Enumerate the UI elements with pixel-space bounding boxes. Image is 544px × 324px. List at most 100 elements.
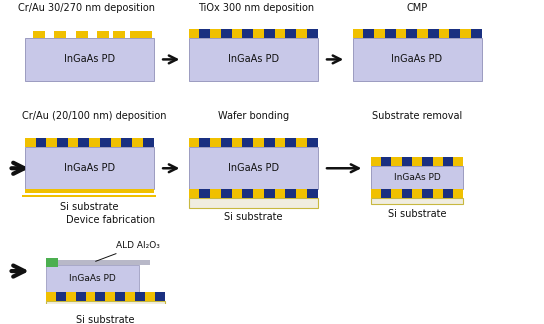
Bar bbox=[275, 138, 286, 147]
Bar bbox=[210, 29, 221, 38]
Bar bbox=[97, 31, 109, 38]
Bar bbox=[221, 138, 232, 147]
Bar bbox=[76, 292, 85, 301]
Bar bbox=[46, 258, 58, 267]
Bar bbox=[46, 265, 139, 292]
Bar bbox=[189, 199, 318, 208]
Bar bbox=[253, 29, 264, 38]
Bar bbox=[155, 292, 165, 301]
Bar bbox=[353, 29, 363, 38]
Text: Si substrate: Si substrate bbox=[388, 209, 446, 219]
Bar bbox=[471, 29, 481, 38]
Bar bbox=[432, 190, 443, 199]
Bar bbox=[54, 31, 66, 38]
Text: Si substrate: Si substrate bbox=[76, 315, 134, 324]
Bar bbox=[46, 260, 151, 265]
Bar bbox=[363, 29, 374, 38]
Bar bbox=[200, 190, 210, 199]
Bar bbox=[114, 31, 125, 38]
Bar bbox=[381, 190, 391, 199]
Text: InGaAs PD: InGaAs PD bbox=[392, 54, 443, 64]
Bar bbox=[106, 292, 115, 301]
Bar bbox=[115, 292, 125, 301]
Text: ALD Al₂O₃: ALD Al₂O₃ bbox=[96, 241, 160, 261]
Bar bbox=[25, 147, 154, 190]
Bar bbox=[89, 138, 100, 147]
Bar bbox=[132, 138, 143, 147]
Bar bbox=[412, 190, 422, 199]
Text: Si substrate: Si substrate bbox=[60, 202, 119, 212]
Bar bbox=[76, 31, 88, 38]
Bar bbox=[189, 147, 318, 190]
Bar bbox=[22, 195, 157, 197]
Bar bbox=[264, 190, 275, 199]
Bar bbox=[85, 292, 96, 301]
Bar bbox=[232, 29, 243, 38]
Bar bbox=[210, 190, 221, 199]
Bar bbox=[370, 157, 381, 166]
Bar bbox=[307, 138, 318, 147]
Bar bbox=[135, 292, 145, 301]
Bar bbox=[189, 38, 318, 81]
Bar bbox=[221, 29, 232, 38]
Bar bbox=[401, 190, 412, 199]
Bar bbox=[121, 138, 132, 147]
Bar bbox=[296, 29, 307, 38]
Bar bbox=[232, 138, 243, 147]
Bar bbox=[391, 157, 401, 166]
Bar bbox=[100, 138, 111, 147]
Bar bbox=[449, 29, 460, 38]
Text: Si substrate: Si substrate bbox=[224, 213, 282, 222]
Text: InGaAs PD: InGaAs PD bbox=[64, 54, 115, 64]
Bar bbox=[422, 190, 432, 199]
Bar bbox=[296, 138, 307, 147]
Text: Device fabrication: Device fabrication bbox=[66, 214, 155, 225]
Bar bbox=[25, 38, 154, 81]
Bar bbox=[33, 31, 45, 38]
Bar bbox=[66, 292, 76, 301]
Bar bbox=[443, 190, 453, 199]
Text: InGaAs PD: InGaAs PD bbox=[394, 173, 441, 182]
Bar bbox=[57, 138, 68, 147]
Bar bbox=[35, 138, 46, 147]
Bar bbox=[381, 157, 391, 166]
Bar bbox=[443, 157, 453, 166]
Bar bbox=[412, 157, 422, 166]
Bar bbox=[275, 29, 286, 38]
Bar bbox=[417, 29, 428, 38]
Bar bbox=[232, 190, 243, 199]
Bar bbox=[129, 31, 141, 38]
Bar bbox=[296, 190, 307, 199]
Bar bbox=[428, 29, 438, 38]
Bar bbox=[395, 29, 406, 38]
Bar bbox=[189, 138, 200, 147]
Bar bbox=[221, 190, 232, 199]
Bar bbox=[200, 29, 210, 38]
Bar bbox=[264, 138, 275, 147]
Bar bbox=[370, 190, 381, 199]
Bar bbox=[286, 138, 296, 147]
Text: TiOx 300 nm deposition: TiOx 300 nm deposition bbox=[198, 3, 314, 13]
Bar bbox=[46, 138, 57, 147]
Bar bbox=[46, 292, 56, 301]
Bar bbox=[275, 190, 286, 199]
Text: InGaAs PD: InGaAs PD bbox=[64, 163, 115, 173]
Bar bbox=[307, 190, 318, 199]
Bar bbox=[422, 157, 432, 166]
Bar bbox=[125, 292, 135, 301]
Bar bbox=[253, 138, 264, 147]
Text: InGaAs PD: InGaAs PD bbox=[227, 54, 279, 64]
Text: Cr/Au (20/100 nm) deposition: Cr/Au (20/100 nm) deposition bbox=[22, 111, 167, 122]
Bar bbox=[78, 138, 89, 147]
Text: InGaAs PD: InGaAs PD bbox=[69, 274, 116, 283]
Bar bbox=[370, 166, 463, 190]
Bar bbox=[189, 29, 200, 38]
Bar bbox=[25, 190, 154, 193]
Bar bbox=[25, 138, 35, 147]
Bar bbox=[370, 199, 463, 204]
Bar bbox=[286, 190, 296, 199]
Bar bbox=[56, 292, 66, 301]
Bar bbox=[438, 29, 449, 38]
Bar bbox=[353, 38, 481, 81]
Bar bbox=[46, 301, 165, 310]
